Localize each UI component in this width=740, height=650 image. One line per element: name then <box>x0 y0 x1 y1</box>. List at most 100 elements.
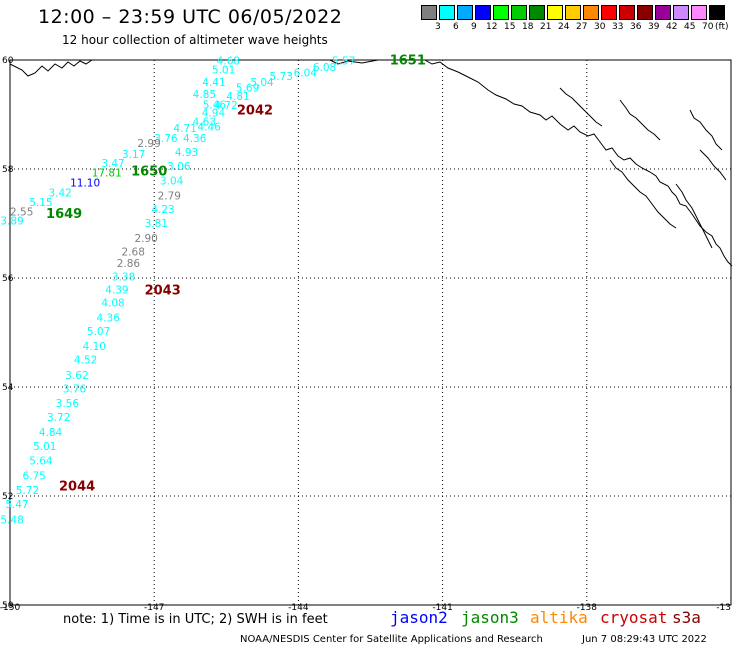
swh-value-label: 3.62 <box>65 370 88 382</box>
swh-value-label: 2.55 <box>10 206 33 218</box>
latitude-tick-label: 60 <box>2 56 14 66</box>
swh-value-label: 4.08 <box>101 297 124 309</box>
legend-swatch <box>493 5 509 20</box>
swh-value-label: 3.04 <box>160 175 184 187</box>
longitude-tick-label: -144 <box>288 603 309 613</box>
swh-value-label: 4.71 <box>173 123 196 135</box>
swh-value-label: 11.10 <box>70 177 100 189</box>
inlet-coast-4 <box>699 149 727 181</box>
swh-value-label: 5.57 <box>332 55 355 67</box>
swh-value-label: 5.47 <box>5 499 28 511</box>
longitude-tick-label: -147 <box>144 603 164 613</box>
coastline <box>9 59 733 267</box>
swh-value-label: 4.93 <box>175 147 198 159</box>
legend-bin-label: 39 <box>648 22 660 32</box>
legend-bin-label: 70 <box>702 22 714 32</box>
inlet-coast-1 <box>559 87 603 127</box>
swh-value-label: 4.39 <box>105 284 128 296</box>
legend-swatch <box>421 5 437 20</box>
legend-bin-label: 45 <box>684 22 696 32</box>
legend-swatch <box>655 5 671 20</box>
latitude-tick-label: 56 <box>2 274 14 284</box>
graticule <box>10 60 731 605</box>
swh-value-label: 17.81 <box>92 168 122 180</box>
swh-value-label: 4.10 <box>83 341 106 353</box>
legend-swatch <box>691 5 707 20</box>
legend-swatch <box>529 5 545 20</box>
swh-value-label: 6.75 <box>22 471 45 483</box>
swh-value-label: 5.72 <box>16 485 39 497</box>
swh-value-label: 4.36 <box>183 133 207 145</box>
legend-swatch <box>565 5 581 20</box>
swh-value-label: 3.72 <box>47 412 70 424</box>
legend-bin-label: 42 <box>666 22 678 32</box>
satellite-name-cryosat: cryosat <box>600 608 668 627</box>
swh-value-label: 3.89 <box>0 216 23 228</box>
swh-value-label: 5.69 <box>236 83 259 95</box>
legend-swatch <box>637 5 653 20</box>
swh-value-label: 5.48 <box>0 514 23 526</box>
swh-value-label: 4.36 <box>97 313 121 325</box>
legend-unit-label: (ft) <box>715 22 729 32</box>
legend-bin-label: 9 <box>471 22 477 32</box>
legend-swatch <box>475 5 491 20</box>
swh-value-label: 3.17 <box>122 149 145 161</box>
swh-value-label: 6.04 <box>294 67 318 79</box>
legend-swatch <box>601 5 617 20</box>
latitude-tick-label: 52 <box>2 492 13 502</box>
longitude-tick-label: -13 <box>716 603 731 613</box>
latitude-tick-label: 54 <box>2 383 14 393</box>
swh-value-label: 5.73 <box>270 71 293 83</box>
swh-value-label: 5.04 <box>250 77 274 89</box>
swh-value-label: 5.01 <box>33 441 56 453</box>
axis-tick-labels: 60 58 56 54 52 50-150 -147 -144 -141 -138 -13 <box>0 56 731 613</box>
legend-bin-label: 30 <box>594 22 606 32</box>
map-frame <box>9 59 732 606</box>
footer-note: note: 1) Time is in UTC; 2) SWH is in fe… <box>63 612 328 627</box>
swh-value-label: 5.01 <box>212 65 235 77</box>
longitude-tick-label: -138 <box>577 603 598 613</box>
legend-bin-label: 18 <box>522 22 534 32</box>
pass-number-label: 1650 <box>131 165 167 180</box>
legend-swatch <box>619 5 635 20</box>
legend-bin-label: 36 <box>630 22 642 32</box>
swh-value-label: 4.68 <box>217 55 240 67</box>
legend-bin-label: 3 <box>435 22 441 32</box>
swh-value-label: 4.52 <box>74 355 97 367</box>
legend-swatch <box>709 5 725 20</box>
legend-bin-label: 12 <box>486 22 498 32</box>
inlet-coast-2 <box>619 99 661 141</box>
swh-value-label: 2.68 <box>122 247 145 259</box>
map-title: 12:00 – 23:59 UTC 06/05/2022 <box>38 6 343 28</box>
pass-number-labels: 1651 2042 1650 1649 2043 2044 <box>46 53 426 494</box>
latitude-tick-label: 50 <box>2 601 14 611</box>
pass-number-label: 1649 <box>46 207 82 222</box>
legend-swatch <box>511 5 527 20</box>
swh-value-label: 2.86 <box>117 258 141 270</box>
swh-value-label: 3.56 <box>56 398 80 410</box>
swh-value-label: 4.23 <box>151 204 174 216</box>
generation-timestamp: Jun 7 08:29:43 UTC 2022 <box>582 634 707 645</box>
swh-value-label: 3.81 <box>145 218 168 230</box>
pass-number-label: 1651 <box>390 53 426 68</box>
swh-value-label: 2.90 <box>134 233 157 245</box>
legend-swatch <box>457 5 473 20</box>
swh-value-label: 3.76 <box>154 133 178 145</box>
swh-value-label: 2.99 <box>137 138 160 150</box>
swh-value-label: 3.38 <box>112 272 135 284</box>
legend-bin-label: 33 <box>612 22 624 32</box>
swh-value-label: 4.46 <box>197 121 221 133</box>
swh-readings: 5.57 4.68 6.08 5.01 6.045.73 4.41 5.045.69 4.85… <box>0 55 355 526</box>
legend-swatch <box>547 5 563 20</box>
satellite-name-s3a: s3a <box>672 608 701 627</box>
legend-bin-label: 6 <box>453 22 459 32</box>
swh-value-label: 2.79 <box>158 191 181 203</box>
swh-value-label: 5.46 <box>203 100 227 112</box>
legend-bin-label: 21 <box>540 22 552 32</box>
credit-line: NOAA/NESDIS Center for Satellite Applica… <box>240 634 543 645</box>
pass-number-label: 2042 <box>237 104 273 119</box>
swh-value-label: 3.42 <box>48 187 71 199</box>
satellite-name-jason2: jason2 <box>390 608 448 627</box>
swh-value-label: 6.08 <box>313 62 336 74</box>
